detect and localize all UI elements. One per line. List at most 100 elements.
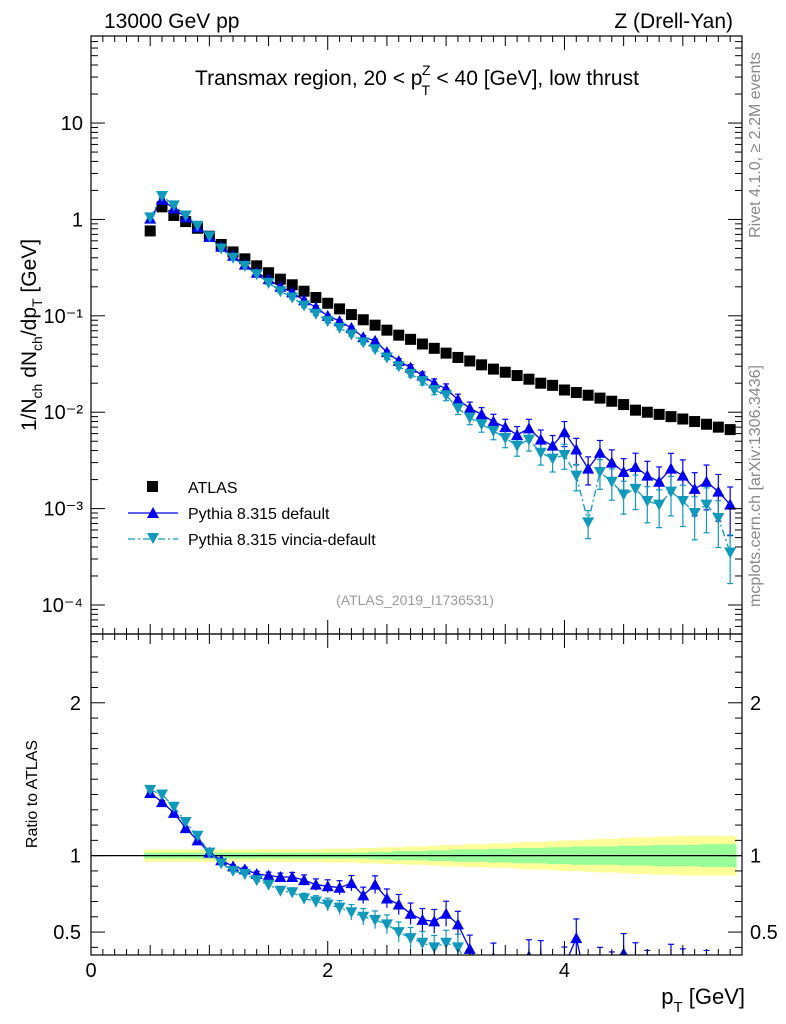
main-title: Transmax region, 20 < pTZ < 40 [GeV], lo…	[195, 62, 639, 98]
x-axis-label: pT [GeV]	[661, 984, 745, 1016]
pythia-vincia-point	[404, 368, 417, 380]
main-panel: 10 1 10⁻¹ 10⁻² 10⁻³ 10⁻⁴ Transmax region, 20 …	[18, 35, 743, 635]
pythia-vincia-point	[191, 220, 204, 232]
ratio-pythia-default-point	[428, 915, 441, 927]
ratio-pythia-vincia-point	[416, 937, 429, 949]
atlas-point	[594, 392, 606, 404]
atlas-point	[618, 399, 630, 411]
pythia-vincia-point	[215, 243, 228, 255]
ratio-pythia-default-point	[653, 972, 665, 983]
atlas-point	[156, 201, 168, 213]
x-tick-label: 4	[559, 960, 570, 982]
ratio-pythia-vincia-point	[523, 973, 535, 984]
ratio-pythia-default-point	[369, 878, 382, 890]
ratio-pythia-default-point	[451, 918, 464, 930]
ratio-pythia-default-point	[712, 970, 724, 981]
pythia-default-point	[712, 485, 725, 497]
pythia-vincia-point	[570, 470, 583, 482]
atlas-point	[689, 416, 701, 428]
ratio-pythia-vincia-point	[274, 885, 287, 897]
ratio-pythia-vincia-point	[357, 911, 370, 923]
ratio-pythia-vincia-point	[464, 964, 476, 975]
ratio-axes: 0.5 0.5 1 1 2 2 0 2 4	[53, 634, 778, 982]
atlas-point	[440, 347, 452, 359]
ratio-pythia-vincia-point	[570, 988, 582, 999]
ratio-pythia-default-point	[641, 964, 653, 975]
pythia-vincia-point	[724, 547, 737, 559]
ratio-pythia-default-point	[476, 964, 488, 975]
ratio-pythia-vincia-point	[380, 919, 393, 931]
atlas-point	[274, 273, 286, 285]
pythia-default-point	[700, 475, 713, 487]
ratio-pythia-vincia-point	[167, 801, 180, 813]
ratio-pythia-vincia-point	[428, 942, 441, 954]
main-ylabel: 1/Nch dNch/dpT [GeV]	[18, 239, 45, 431]
pythia-default-point	[558, 426, 571, 438]
pythia-vincia-point	[605, 476, 618, 488]
pythia-vincia-point	[487, 425, 500, 437]
ratio-y-tick-label-right: 2	[750, 693, 761, 715]
ratio-y-tick-label: 1	[70, 846, 81, 868]
atlas-point	[381, 324, 393, 336]
analysis-watermark: (ATLAS_2019_I1736531)	[336, 592, 494, 608]
pythia-vincia-point	[617, 489, 630, 501]
atlas-point	[570, 387, 582, 399]
pythia-default-point	[499, 421, 512, 433]
pythia-default-point	[487, 415, 500, 427]
atlas-point	[724, 424, 736, 436]
pythia-vincia-point	[664, 486, 677, 498]
pythia-vincia-point	[688, 508, 701, 520]
pythia-vincia-point	[712, 512, 725, 524]
pythia-vincia-point	[274, 286, 287, 298]
pythia-vincia-point	[156, 191, 169, 203]
ratio-ylabel: Ratio to ATLAS	[24, 740, 41, 848]
ratio-pythia-vincia-point	[487, 970, 499, 981]
pythia-vincia-point	[499, 433, 512, 445]
legend-item-atlas: ATLAS	[147, 480, 238, 497]
pythia-vincia-point	[593, 466, 606, 478]
pythia-vincia-point	[262, 277, 275, 289]
ratio-pythia-default-point	[286, 871, 299, 883]
ratio-pythia-default-point	[274, 871, 287, 883]
pythia-vincia-point	[629, 483, 642, 495]
atlas-point	[629, 404, 641, 416]
ratio-pythia-default-point	[570, 932, 583, 944]
main-y-tick-label: 10⁻¹	[44, 306, 84, 328]
ratio-pythia-default-point	[629, 957, 641, 968]
atlas-point	[677, 413, 689, 425]
x-tick-label: 2	[322, 960, 333, 982]
pythia-vincia-point	[546, 453, 559, 465]
pythia-default-point	[688, 482, 701, 494]
ratio-y-tick-label-right: 0.5	[750, 922, 778, 944]
atlas-point	[428, 342, 440, 354]
ratio-pythia-default-point	[416, 913, 429, 925]
pythia-vincia-point	[392, 361, 405, 373]
ratio-pythia-vincia-point	[238, 868, 251, 880]
pythia-vincia-point	[511, 440, 524, 452]
ratio-pythia-vincia-point	[298, 893, 311, 905]
ratio-pythia-default-point	[404, 907, 417, 919]
pythia-vincia-point	[309, 308, 322, 320]
pythia-default-point	[617, 465, 630, 477]
pythia-vincia-point	[380, 352, 393, 364]
ratio-series-layer	[144, 784, 724, 999]
pythia-default-point	[724, 498, 737, 510]
main-y-tick-label: 1	[72, 209, 83, 231]
pythia-default-point	[570, 443, 583, 455]
atlas-point	[535, 377, 547, 389]
pythia-vincia-point	[534, 447, 547, 459]
legend-marker-atlas	[147, 481, 158, 492]
legend-marker-pythia-vincia	[147, 533, 159, 544]
atlas-point	[405, 333, 417, 345]
pythia-default-point	[511, 429, 524, 441]
atlas-point	[144, 225, 156, 237]
ratio-pythia-default-point	[547, 969, 559, 980]
pythia-default-point	[475, 408, 488, 420]
pythia-vincia-point	[522, 434, 535, 446]
ratio-pythia-vincia-point	[404, 933, 417, 945]
ratio-pythia-vincia-point	[511, 988, 523, 999]
atlas-point	[310, 291, 322, 303]
pythia-vincia-point	[227, 252, 240, 264]
ratio-pythia-vincia-point	[215, 858, 228, 870]
main-y-tick-label: 10⁻³	[44, 499, 84, 521]
